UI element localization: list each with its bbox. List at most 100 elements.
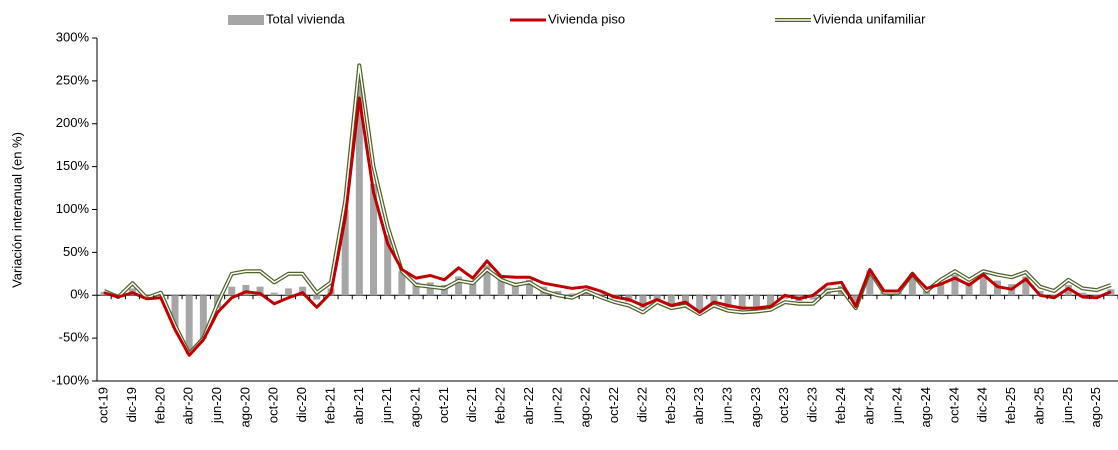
bar: [299, 286, 307, 296]
x-tick-label: abr-25: [1031, 387, 1046, 425]
line-outline-core: [103, 64, 1112, 355]
bar: [483, 265, 491, 296]
x-tick-label: abr-24: [861, 387, 876, 425]
bar: [398, 271, 406, 296]
bar: [511, 282, 519, 296]
x-tick-label: jun-22: [549, 387, 564, 424]
x-tick-label: feb-24: [833, 387, 848, 424]
bar: [242, 284, 250, 296]
bar: [738, 295, 746, 310]
line-outline: [103, 63, 1112, 356]
y-tick-label: 50%: [63, 244, 89, 259]
bar: [866, 270, 874, 296]
x-tick-label: jun-21: [379, 387, 394, 424]
bar: [256, 286, 264, 296]
bar: [469, 280, 477, 296]
bar: [1093, 294, 1101, 296]
x-tick-label: abr-21: [351, 387, 366, 425]
x-tick-label: ago-22: [578, 387, 593, 427]
bar: [908, 273, 916, 296]
bar: [596, 293, 604, 296]
bar: [412, 282, 420, 296]
y-tick-label: 150%: [56, 158, 90, 173]
x-tick-label: jun-24: [890, 387, 905, 424]
x-tick-label: oct-23: [776, 387, 791, 423]
x-tick-label: jun-23: [719, 387, 734, 424]
x-tick-label: dic-24: [975, 387, 990, 422]
x-tick-label: ago-20: [237, 387, 252, 427]
bar: [639, 295, 647, 309]
bar: [426, 282, 434, 296]
bar: [1079, 292, 1087, 296]
bar: [554, 290, 562, 296]
x-tick-label: feb-25: [1003, 387, 1018, 424]
bar: [852, 295, 860, 308]
bar: [526, 279, 534, 296]
x-tick-label: oct-21: [436, 387, 451, 423]
y-tick-label: -50%: [59, 330, 90, 345]
bar: [185, 295, 193, 355]
y-tick-label: -100%: [51, 372, 89, 387]
bar: [937, 282, 945, 296]
bar: [568, 293, 576, 296]
x-tick-label: oct-20: [266, 387, 281, 423]
bar: [171, 295, 179, 328]
x-tick-label: oct-19: [96, 387, 111, 423]
x-tick-label: ago-25: [1088, 387, 1103, 427]
bar: [710, 295, 718, 304]
bar: [370, 183, 378, 296]
y-tick-label: 300%: [56, 29, 90, 44]
bar: [951, 274, 959, 296]
bar: [809, 295, 817, 300]
legend-label: Total vivienda: [266, 11, 346, 26]
x-tick-label: abr-23: [691, 387, 706, 425]
bar: [653, 295, 661, 301]
legend-label: Vivienda piso: [548, 11, 625, 26]
x-tick-label: jun-25: [1060, 387, 1075, 424]
bar: [979, 272, 987, 296]
bar: [667, 295, 675, 307]
x-tick-label: dic-22: [634, 387, 649, 422]
bar: [199, 295, 207, 339]
bar: [270, 292, 278, 296]
x-tick-label: oct-24: [946, 387, 961, 423]
x-tick-label: abr-22: [521, 387, 536, 425]
legend-label: Vivienda unifamiliar: [813, 11, 926, 26]
x-tick-label: abr-20: [181, 387, 196, 425]
y-axis-title: Variación interanual (en %): [9, 132, 24, 288]
bar: [724, 295, 732, 309]
x-tick-label: oct-22: [606, 387, 621, 423]
bar: [355, 85, 363, 296]
bar: [284, 288, 292, 296]
bar: [696, 295, 704, 314]
bar: [681, 295, 689, 304]
bar: [313, 295, 321, 300]
bar: [767, 295, 775, 309]
bar: [455, 276, 463, 296]
bar: [1022, 276, 1030, 296]
bar: [752, 295, 760, 310]
legend-swatch: [228, 15, 264, 25]
y-tick-label: 200%: [56, 115, 90, 130]
x-tick-label: dic-23: [805, 387, 820, 422]
bar: [384, 235, 392, 296]
x-tick-label: jun-20: [209, 387, 224, 424]
x-tick-label: dic-19: [124, 387, 139, 422]
bar: [1050, 294, 1058, 296]
y-tick-label: 100%: [56, 201, 90, 216]
bar: [497, 278, 505, 296]
x-tick-label: ago-23: [748, 387, 763, 427]
y-tick-label: 250%: [56, 72, 90, 87]
x-tick-label: dic-20: [294, 387, 309, 422]
x-tick-label: feb-20: [152, 387, 167, 424]
y-tick-label: 0%: [70, 287, 89, 302]
x-tick-label: dic-21: [464, 387, 479, 422]
bar: [341, 209, 349, 296]
bar: [965, 282, 973, 296]
bar: [228, 286, 236, 296]
x-tick-label: ago-21: [408, 387, 423, 427]
x-tick-label: feb-22: [493, 387, 508, 424]
x-tick-label: feb-23: [663, 387, 678, 424]
x-tick-label: feb-21: [322, 387, 337, 424]
